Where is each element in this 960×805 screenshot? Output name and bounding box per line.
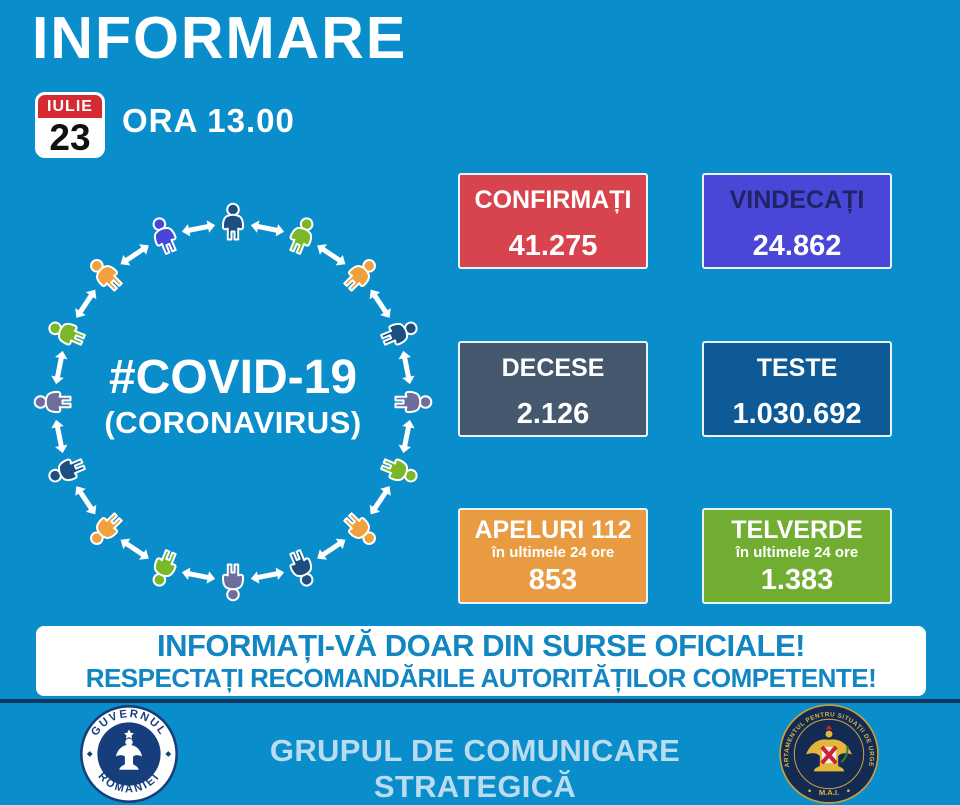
stat-box-vindecati: VINDECAȚI 24.862	[702, 173, 892, 269]
double-arrow-icon	[369, 486, 391, 515]
stat-box-apeluri-112: APELURI 112 în ultimele 24 ore 853	[458, 508, 648, 604]
double-arrow-icon	[75, 486, 97, 515]
stat-value: 1.383	[760, 564, 834, 596]
double-arrow-icon	[75, 289, 97, 318]
footer-group-label: GRUPUL DE COMUNICARE STRATEGICĂ	[269, 733, 681, 804]
person-icon	[380, 458, 418, 483]
double-arrow-icon	[51, 350, 68, 385]
person-icon	[380, 321, 418, 346]
calendar-month: IULIE	[38, 95, 102, 118]
dsu-eagle-emblem-icon	[806, 725, 852, 772]
page-title: INFORMARE	[32, 5, 408, 71]
person-icon	[152, 217, 177, 255]
double-arrow-icon	[120, 244, 149, 266]
dsu-dot-left	[808, 789, 811, 793]
stat-value: 1.030.692	[732, 398, 862, 430]
person-icon	[394, 390, 433, 414]
stat-label: CONFIRMAȚI	[474, 186, 632, 214]
person-icon	[48, 458, 86, 483]
person-icon	[152, 549, 177, 587]
person-icon	[289, 549, 314, 587]
person-icon	[343, 259, 376, 292]
double-arrow-icon	[398, 419, 415, 454]
dsu-mai-logo: DEPARTAMENTUL PENTRU SITUAȚII DE URGENȚĂ…	[778, 703, 879, 804]
stat-box-confirmati: CONFIRMAȚI 41.275	[458, 173, 648, 269]
double-arrow-icon	[181, 220, 216, 237]
double-arrow-icon	[317, 538, 346, 560]
stat-sublabel: în ultimele 24 ore	[491, 544, 615, 561]
stat-label: DECESE	[501, 354, 605, 382]
stat-box-teste: TESTE 1.030.692	[702, 341, 892, 437]
stat-label: TESTE	[756, 354, 838, 382]
person-icon	[221, 202, 245, 241]
calendar-day: 23	[49, 117, 91, 158]
time-label: ORA 13.00	[122, 102, 295, 139]
person-icon	[289, 217, 314, 255]
stat-box-telverde: TELVERDE în ultimele 24 ore 1.383	[702, 508, 892, 604]
double-arrow-icon	[51, 419, 68, 454]
stat-sublabel: în ultimele 24 ore	[735, 544, 859, 561]
coronavirus-text: (CORONAVIRUS)	[104, 405, 362, 440]
people-circle-graphic	[33, 202, 433, 602]
person-icon	[90, 259, 123, 292]
stat-value: 2.126	[516, 398, 590, 430]
covid-hashtag-text: #COVID-19	[108, 351, 358, 404]
calendar-date-badge: IULIE 23	[35, 92, 105, 158]
double-arrow-icon	[369, 289, 391, 318]
person-icon	[48, 321, 86, 346]
person-icon	[221, 563, 245, 602]
stat-label: TELVERDE	[731, 516, 863, 544]
dsu-inner-ring	[793, 718, 865, 790]
official-sources-banner: INFORMAȚI-VĂ DOAR DIN SURSE OFICIALE! RE…	[36, 626, 926, 696]
person-icon	[343, 512, 376, 545]
stat-value: 41.275	[508, 230, 598, 262]
double-arrow-icon	[250, 567, 285, 584]
stat-value: 24.862	[752, 230, 842, 262]
eagle-emblem-icon	[115, 729, 143, 770]
person-icon	[90, 512, 123, 545]
dsu-dot-right	[847, 789, 850, 793]
banner-line1: INFORMAȚI-VĂ DOAR DIN SURSE OFICIALE!	[157, 628, 806, 664]
banner-line2: RESPECTAȚI RECOMANDĂRILE AUTORITĂȚILOR C…	[85, 662, 877, 693]
double-arrow-icon	[181, 567, 216, 584]
double-arrow-icon	[317, 244, 346, 266]
double-arrow-icon	[120, 538, 149, 560]
double-arrow-icon	[250, 220, 285, 237]
stat-label: APELURI 112	[474, 516, 632, 544]
stat-box-decese: DECESE 2.126	[458, 341, 648, 437]
double-arrow-icon	[398, 350, 415, 385]
dsu-bottom-text: M.A.I.	[819, 788, 839, 797]
person-icon	[33, 390, 72, 414]
footer-divider-line	[0, 699, 960, 703]
stat-value: 853	[528, 564, 578, 596]
stat-label: VINDECAȚI	[729, 186, 865, 214]
guvernul-romaniei-logo: GUVERNUL ROMÂNIEI	[80, 705, 178, 803]
